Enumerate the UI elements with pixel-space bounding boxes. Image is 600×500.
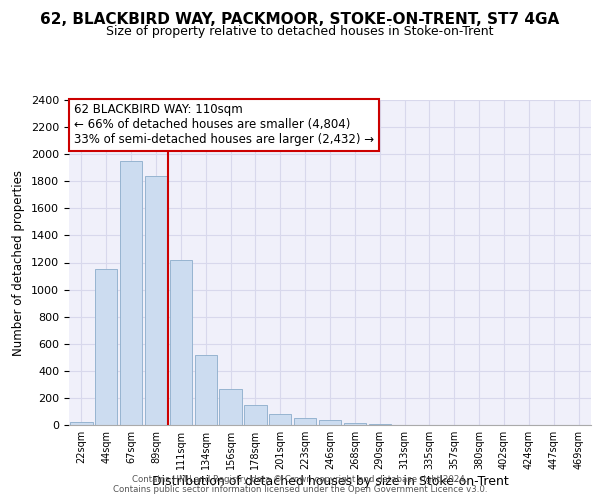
- Text: 62, BLACKBIRD WAY, PACKMOOR, STOKE-ON-TRENT, ST7 4GA: 62, BLACKBIRD WAY, PACKMOOR, STOKE-ON-TR…: [40, 12, 560, 28]
- Bar: [269, 414, 292, 425]
- Text: 62 BLACKBIRD WAY: 110sqm
← 66% of detached houses are smaller (4,804)
33% of sem: 62 BLACKBIRD WAY: 110sqm ← 66% of detach…: [74, 104, 374, 146]
- Bar: [120, 161, 142, 425]
- Bar: [145, 176, 167, 425]
- Bar: [319, 420, 341, 425]
- Bar: [294, 418, 316, 425]
- Text: Contains HM Land Registry data © Crown copyright and database right 2024.: Contains HM Land Registry data © Crown c…: [132, 475, 468, 484]
- Bar: [95, 268, 118, 425]
- Bar: [70, 422, 92, 425]
- Text: Contains public sector information licensed under the Open Government Licence v3: Contains public sector information licen…: [113, 485, 487, 494]
- X-axis label: Distribution of detached houses by size in Stoke-on-Trent: Distribution of detached houses by size …: [152, 475, 508, 488]
- Bar: [344, 424, 366, 425]
- Bar: [368, 424, 391, 425]
- Bar: [244, 406, 266, 425]
- Bar: [220, 389, 242, 425]
- Y-axis label: Number of detached properties: Number of detached properties: [13, 170, 25, 356]
- Bar: [194, 354, 217, 425]
- Text: Size of property relative to detached houses in Stoke-on-Trent: Size of property relative to detached ho…: [106, 25, 494, 38]
- Bar: [170, 260, 192, 425]
